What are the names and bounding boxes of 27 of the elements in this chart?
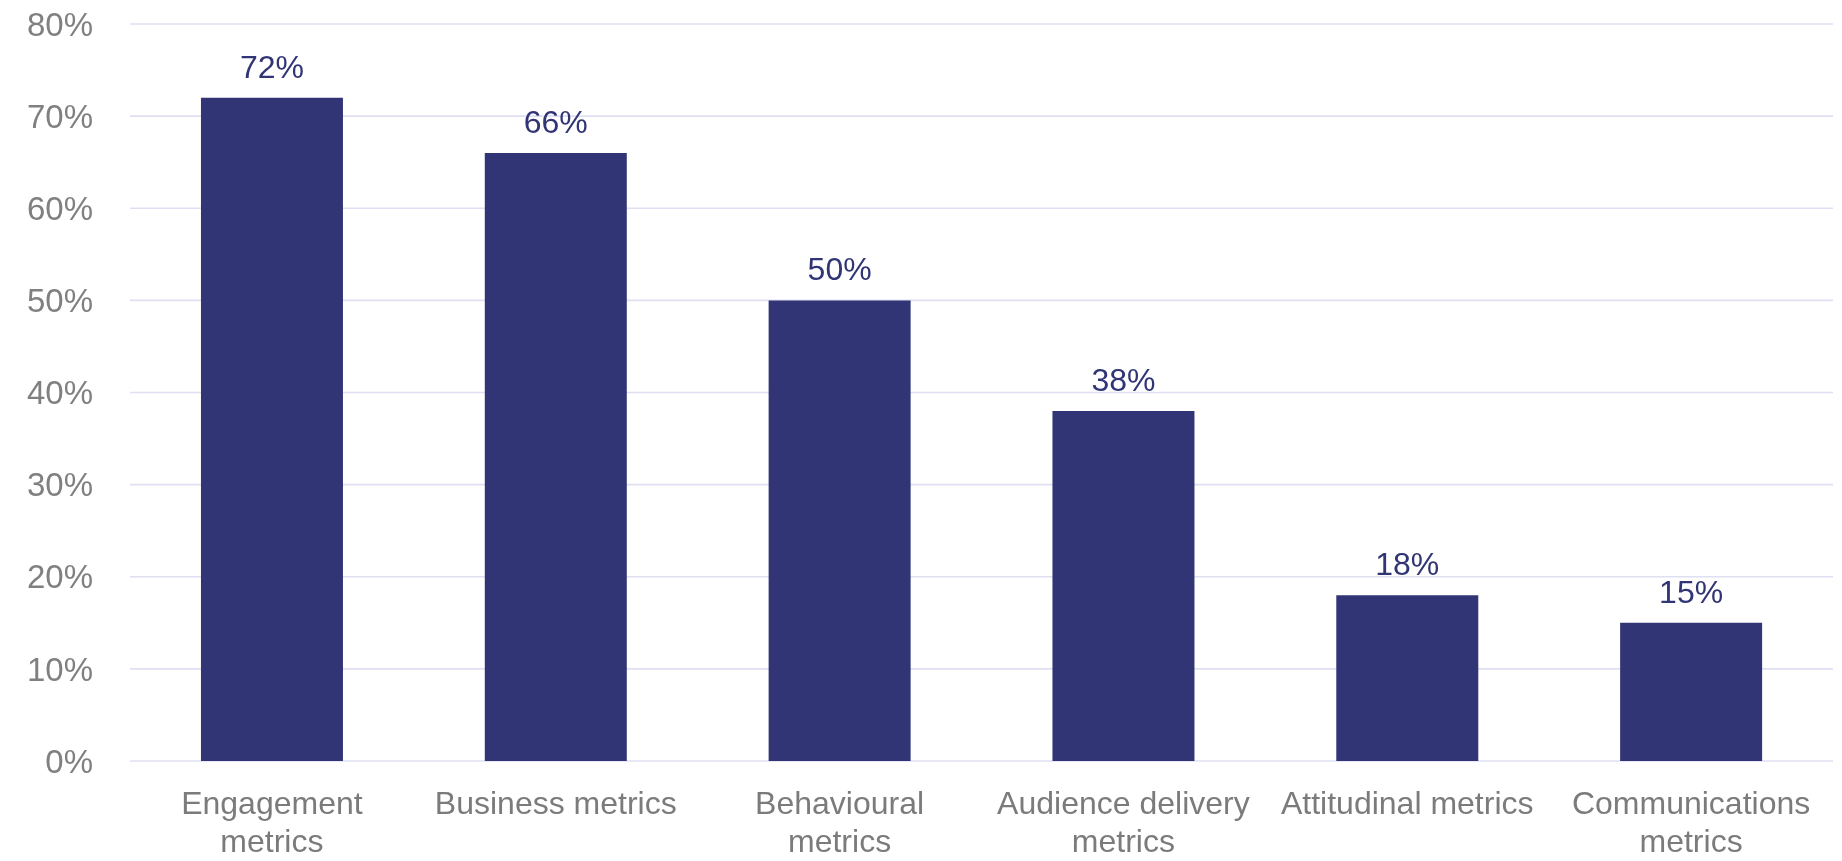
x-tick-label: Audience delivery metrics bbox=[997, 785, 1250, 859]
x-tick-label: Engagement metrics bbox=[181, 785, 363, 859]
x-tick-label: Attitudinal metrics bbox=[1280, 785, 1534, 821]
bar bbox=[484, 152, 627, 761]
x-tick-label: Communications metrics bbox=[1571, 785, 1811, 859]
bar bbox=[200, 97, 343, 761]
bar bbox=[1620, 622, 1763, 761]
data-label: 38% bbox=[1091, 361, 1156, 398]
y-tick-label: 10% bbox=[26, 650, 93, 688]
y-tick-label: 70% bbox=[26, 97, 93, 135]
data-label: 66% bbox=[523, 103, 588, 140]
data-label: 50% bbox=[807, 251, 872, 288]
y-tick-label: 30% bbox=[26, 466, 93, 504]
y-tick-label: 0% bbox=[45, 742, 93, 780]
y-tick-label: 60% bbox=[26, 189, 93, 227]
data-label: 15% bbox=[1659, 573, 1724, 610]
x-tick-label: Behavioural metrics bbox=[755, 785, 925, 859]
bar bbox=[1052, 410, 1195, 761]
bar bbox=[1336, 595, 1479, 761]
bar bbox=[768, 300, 911, 761]
x-tick-label: Business metrics bbox=[434, 785, 677, 821]
data-label: 72% bbox=[239, 48, 304, 85]
y-tick-label: 40% bbox=[26, 374, 93, 412]
y-tick-label: 50% bbox=[26, 282, 93, 320]
y-tick-label: 20% bbox=[26, 558, 93, 596]
data-label: 18% bbox=[1375, 546, 1440, 583]
y-tick-label: 80% bbox=[26, 5, 93, 43]
